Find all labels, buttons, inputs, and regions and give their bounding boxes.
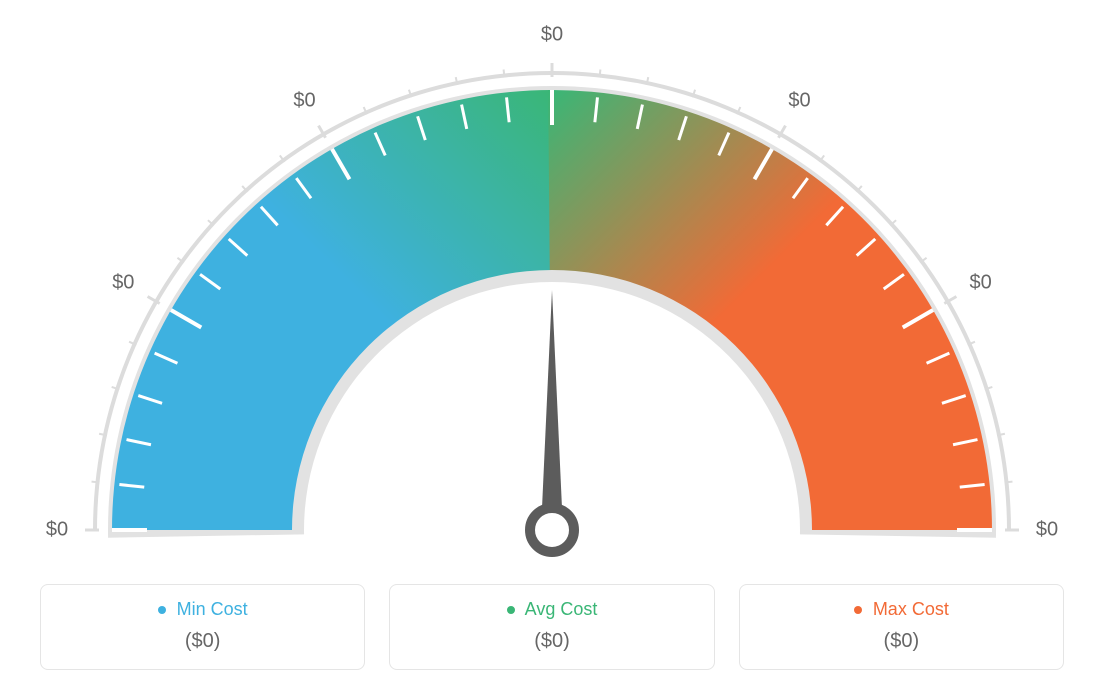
legend-value-max: ($0) <box>760 630 1043 653</box>
legend-title-max: Max Cost <box>760 599 1043 620</box>
legend-title-avg: Avg Cost <box>410 599 693 620</box>
legend-card-avg: Avg Cost ($0) <box>389 584 714 670</box>
legend-label-avg: Avg Cost <box>525 599 598 619</box>
cost-gauge-widget: $0 $0 $0 $0 $0 $0 $0 Min Cost ($0) Avg Cost ($… <box>0 0 1104 690</box>
gauge-tick-label: $0 <box>1036 519 1058 542</box>
gauge-tick-label: $0 <box>788 90 810 113</box>
legend-label-max: Max Cost <box>873 599 949 619</box>
gauge-tick-label: $0 <box>541 24 563 47</box>
legend-label-min: Min Cost <box>177 599 248 619</box>
gauge-tick-label: $0 <box>293 90 315 113</box>
legend-title-min: Min Cost <box>61 599 344 620</box>
legend-row: Min Cost ($0) Avg Cost ($0) Max Cost ($0… <box>40 584 1064 670</box>
legend-dot-max <box>854 606 862 614</box>
legend-value-min: ($0) <box>61 630 344 653</box>
gauge-tick-label: $0 <box>970 271 992 294</box>
legend-value-avg: ($0) <box>410 630 693 653</box>
legend-dot-avg <box>507 606 515 614</box>
legend-card-min: Min Cost ($0) <box>40 584 365 670</box>
legend-card-max: Max Cost ($0) <box>739 584 1064 670</box>
legend-dot-min <box>158 606 166 614</box>
gauge-tick-label: $0 <box>112 271 134 294</box>
gauge-chart: $0 $0 $0 $0 $0 $0 $0 <box>0 10 1104 570</box>
gauge-tick-label: $0 <box>46 519 68 542</box>
gauge-svg <box>0 10 1104 570</box>
